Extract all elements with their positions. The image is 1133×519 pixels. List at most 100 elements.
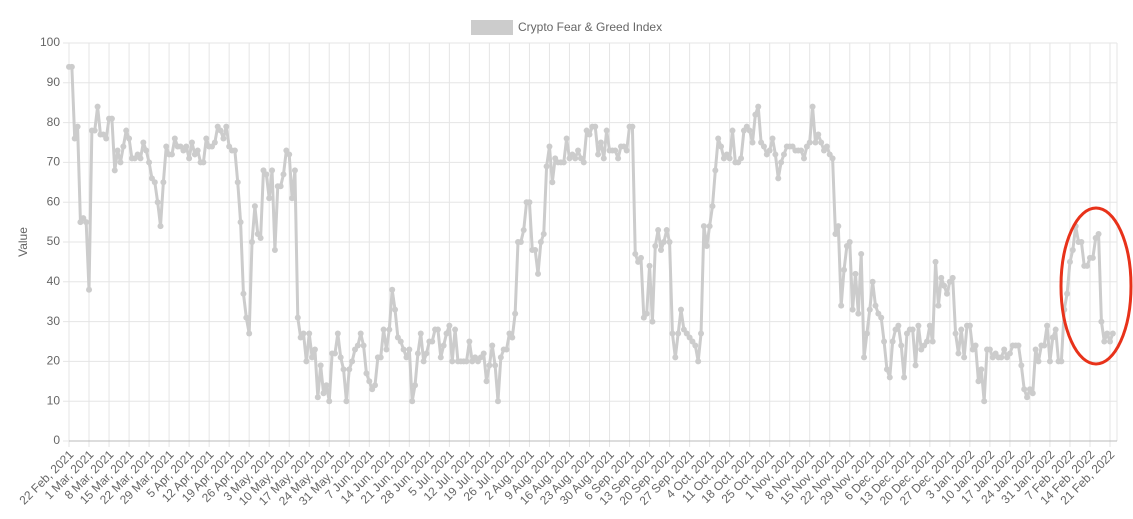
data-point: [86, 286, 93, 293]
data-point: [540, 231, 547, 238]
data-point: [706, 223, 713, 230]
data-point: [760, 143, 767, 150]
data-point: [675, 330, 682, 337]
data-point: [497, 354, 504, 361]
data-point: [429, 338, 436, 345]
data-point: [266, 195, 273, 202]
data-point: [823, 143, 830, 150]
data-point: [343, 398, 350, 405]
data-point: [520, 227, 527, 234]
data-point: [878, 314, 885, 321]
data-point: [712, 167, 719, 174]
data-point: [494, 398, 501, 405]
data-point: [1084, 262, 1091, 269]
data-point: [961, 354, 968, 361]
data-point: [406, 346, 413, 353]
data-point: [123, 127, 130, 134]
data-point: [549, 179, 556, 186]
data-point: [881, 338, 888, 345]
data-point: [726, 155, 733, 162]
data-point: [883, 366, 890, 373]
data-point: [194, 147, 201, 154]
data-point: [217, 127, 224, 134]
data-point: [838, 302, 845, 309]
y-tick-label: 100: [40, 35, 60, 49]
data-point: [231, 147, 238, 154]
data-point: [300, 330, 307, 337]
data-point: [309, 354, 316, 361]
data-point: [597, 139, 604, 146]
data-point: [137, 155, 144, 162]
data-point: [186, 155, 193, 162]
data-point: [446, 322, 453, 329]
data-point: [126, 135, 133, 142]
data-point: [580, 159, 587, 166]
data-point: [986, 346, 993, 353]
data-point: [331, 350, 338, 357]
data-point: [251, 203, 258, 210]
data-point: [280, 171, 287, 178]
data-point: [143, 147, 150, 154]
data-point: [377, 354, 384, 361]
data-point: [1035, 358, 1042, 365]
data-point: [211, 139, 218, 146]
data-point: [363, 370, 370, 377]
data-point: [1024, 394, 1031, 401]
data-point: [898, 342, 905, 349]
data-point: [869, 278, 876, 285]
data-point: [678, 306, 685, 313]
data-point: [486, 362, 493, 369]
data-point: [1089, 254, 1096, 261]
data-point: [632, 250, 639, 257]
data-point: [526, 199, 533, 206]
data-point: [955, 350, 962, 357]
data-point: [778, 159, 785, 166]
data-point: [1018, 362, 1025, 369]
data-point: [234, 179, 241, 186]
data-point: [1104, 330, 1111, 337]
data-point: [841, 266, 848, 273]
data-point: [334, 330, 341, 337]
data-point: [780, 151, 787, 158]
data-point: [91, 127, 98, 134]
data-point: [349, 358, 356, 365]
data-point: [151, 179, 158, 186]
data-point: [649, 318, 656, 325]
data-point: [168, 151, 175, 158]
data-point: [863, 330, 870, 337]
data-point: [492, 362, 499, 369]
data-point: [223, 123, 230, 130]
data-point: [923, 338, 930, 345]
data-point: [709, 203, 716, 210]
data-point: [543, 163, 550, 170]
data-point: [111, 167, 118, 174]
legend[interactable]: Crypto Fear & Greed Index: [471, 20, 662, 35]
data-point: [1069, 246, 1076, 253]
data-point: [246, 330, 253, 337]
data-point: [952, 330, 959, 337]
data-point: [269, 167, 276, 174]
data-point: [535, 270, 542, 277]
data-point: [440, 342, 447, 349]
data-point: [560, 159, 567, 166]
data-point: [146, 159, 153, 166]
data-point: [698, 330, 705, 337]
data-point: [932, 258, 939, 265]
data-point: [103, 135, 110, 142]
y-tick-label: 40: [47, 274, 61, 288]
data-point: [612, 147, 619, 154]
data-point: [663, 227, 670, 234]
data-point: [1109, 330, 1116, 337]
data-point: [409, 398, 416, 405]
data-point: [303, 358, 310, 365]
data-point: [412, 382, 419, 389]
data-point: [271, 246, 278, 253]
data-point: [700, 223, 707, 230]
data-point: [383, 346, 390, 353]
data-point: [766, 147, 773, 154]
data-point: [958, 326, 965, 333]
data-point: [603, 127, 610, 134]
data-point: [449, 358, 456, 365]
data-point: [512, 310, 519, 317]
